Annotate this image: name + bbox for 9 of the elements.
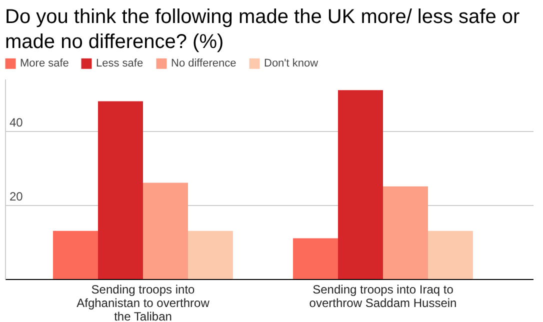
legend-label: No difference (171, 58, 236, 70)
legend-label: More safe (20, 58, 69, 70)
y-tick-label: 40 (10, 115, 24, 130)
legend-label: Less safe (96, 58, 144, 70)
chart-title: Do you think the following made the UK more/ less safe or made no difference? (%) (5, 6, 520, 53)
legend-label: Don't know (264, 58, 318, 70)
x-tick-label: Sending troops into Afghanistan to overthrow the Taliban (76, 282, 210, 322)
y-tick-label: 20 (10, 189, 24, 204)
x-tick-label: Sending troops into Iraq to overthrow Saddam Hussein (309, 282, 457, 310)
